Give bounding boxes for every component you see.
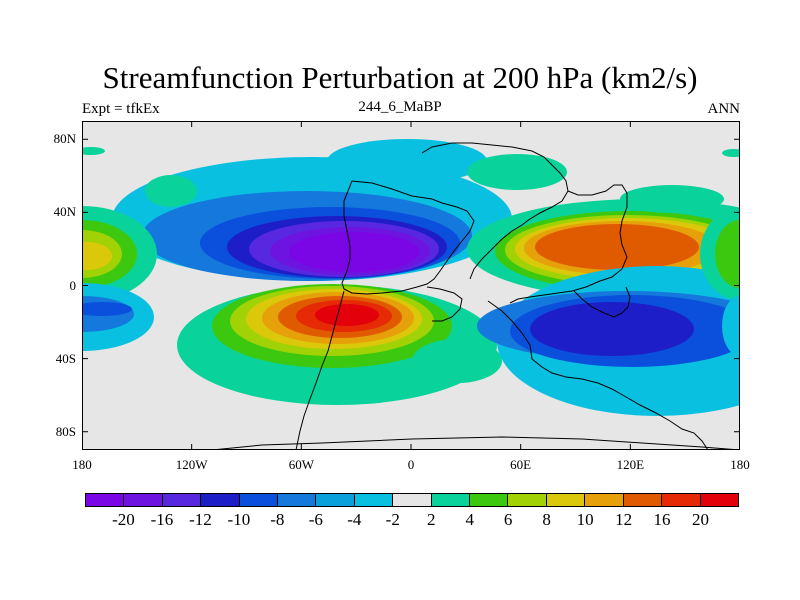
coastline-americas (341, 180, 475, 295)
colorbar-swatch (278, 494, 317, 506)
colorbar-label: -20 (112, 510, 135, 529)
colorbar (85, 493, 739, 507)
coastline-africa-west (426, 286, 463, 322)
colorbar-swatch (470, 494, 509, 506)
colorbar-label: -2 (385, 510, 400, 529)
minor-anomalies (82, 139, 740, 383)
coastline-south-america (295, 290, 345, 450)
colorbar-label: 2 (426, 510, 436, 529)
coastline-asia-east (509, 184, 628, 304)
colorbar-swatch (354, 494, 394, 506)
coastline-antarctic (211, 436, 740, 450)
colorbar-label: -16 (150, 510, 174, 529)
colorbar-swatch (546, 494, 586, 506)
colorbar-swatch (239, 494, 279, 506)
colorbar-label: -10 (227, 510, 251, 529)
lon-tick-label: 120E (616, 457, 645, 472)
colorbar-swatch (124, 494, 163, 506)
coastline-outlines (211, 142, 740, 450)
plot-title: Streamfunction Perturbation at 200 hPa (… (102, 60, 698, 95)
lat-tick-label: 80S (55, 423, 76, 439)
colorbar-swatch (585, 494, 624, 506)
lon-tick-label: 180 (730, 457, 750, 472)
colorbar-label: 12 (615, 510, 633, 529)
colorbar-swatch (162, 494, 202, 506)
colorbar-label: 4 (465, 510, 474, 529)
colorbar-swatch (201, 494, 240, 506)
coastline-india (573, 286, 631, 318)
period-label: 244_6_MaBP (358, 99, 442, 115)
colorbar-label: 10 (576, 510, 594, 529)
lon-tick-label: 60W (288, 457, 314, 472)
colorbar-swatch (508, 494, 547, 506)
colorbar-label: 20 (692, 510, 710, 529)
coastline-gondwana (487, 300, 709, 450)
map-border (82, 121, 740, 450)
negative-anomaly-indian-ocean (477, 266, 740, 416)
lat-tick-label: 40N (53, 204, 76, 220)
colorbar-swatch (86, 494, 125, 506)
positive-anomaly-south-americas (177, 284, 497, 405)
positive-anomaly-asia (467, 199, 740, 299)
colorbar-label: -8 (270, 510, 285, 529)
lon-tick-label: 0 (407, 457, 415, 472)
lat-tick-label: 40S (55, 350, 76, 366)
map-axes (82, 121, 740, 450)
experiment-label: Expt = tfkEx (82, 101, 160, 117)
colorbar-swatch (700, 494, 738, 506)
lat-tick-label: 80N (53, 131, 76, 147)
colorbar-swatch (623, 494, 663, 506)
lon-tick-label: 120W (175, 457, 208, 472)
season-label: ANN (707, 101, 741, 117)
colorbar-swatch (431, 494, 471, 506)
colorbar-label: 8 (542, 510, 551, 529)
negative-anomaly-north-americas (112, 157, 512, 281)
colorbar-swatch (662, 494, 701, 506)
colorbar-swatch (393, 494, 432, 506)
lat-tick-label: 0 (69, 277, 77, 293)
colorbar-swatch (316, 494, 355, 506)
map-contour-plot (82, 121, 740, 450)
map-panel[interactable] (82, 121, 740, 450)
colorbar-label: 16 (653, 510, 671, 529)
colorbar-label: -12 (189, 510, 212, 529)
lon-tick-label: 180 (72, 457, 92, 472)
colorbar-label: -4 (347, 510, 362, 529)
lon-tick-label: 60E (510, 457, 532, 472)
dateline-anomalies (82, 206, 740, 356)
colorbar-label: 6 (503, 510, 513, 529)
colorbar-label: -6 (308, 510, 323, 529)
